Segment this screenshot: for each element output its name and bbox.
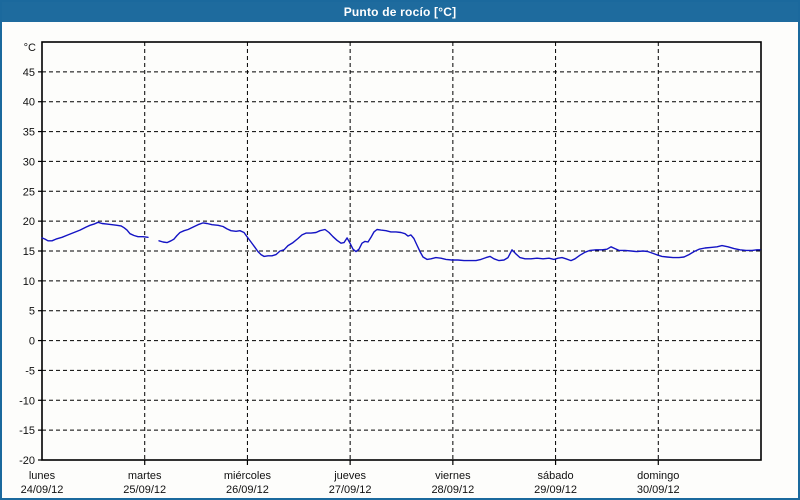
dewpoint-line-chart: 45 40 35 30 25 20 15 10 5 0 -5 -10 -15 -20 °C lunes 24/0… xyxy=(19,41,762,496)
x-day-date-label: 25/09/12 xyxy=(123,484,166,496)
chart-area: 45 40 35 30 25 20 15 10 5 0 -5 -10 -15 -20 °C lunes 24/0… xyxy=(2,22,798,498)
x-day-name-label: domingo xyxy=(637,470,679,482)
y-tick-label: -20 xyxy=(19,455,35,467)
x-day-date-label: 26/09/12 xyxy=(226,484,269,496)
y-tick-label: 25 xyxy=(23,186,35,198)
chart-title: Punto de rocío [°C] xyxy=(343,5,457,19)
x-day-name-label: miércoles xyxy=(224,470,272,482)
x-day-date-label: 28/09/12 xyxy=(431,484,474,496)
x-day-name-label: lunes xyxy=(29,470,56,482)
y-tick-label: 10 xyxy=(23,276,35,288)
y-tick-label: 30 xyxy=(23,156,35,168)
y-tick-label: 45 xyxy=(23,67,35,79)
x-day-name-label: martes xyxy=(128,470,162,482)
y-axis-unit-label: °C xyxy=(24,42,36,54)
x-day-name-label: jueves xyxy=(333,470,366,482)
y-tick-label: -10 xyxy=(19,395,35,407)
y-tick-label: 40 xyxy=(23,97,35,109)
y-tick-label: 15 xyxy=(23,246,35,258)
y-tick-label: 0 xyxy=(29,336,35,348)
x-day-name-label: viernes xyxy=(435,470,471,482)
dewpoint-series-line xyxy=(41,221,149,242)
title-bar: Punto de rocío [°C] xyxy=(2,2,798,22)
y-tick-label: 35 xyxy=(23,127,35,139)
y-tick-label: -15 xyxy=(19,425,35,437)
y-tick-label: -5 xyxy=(25,365,35,377)
x-day-date-label: 24/09/12 xyxy=(21,484,64,496)
x-day-date-label: 30/09/12 xyxy=(637,484,680,496)
y-tick-label: 20 xyxy=(23,216,35,228)
x-day-date-label: 27/09/12 xyxy=(329,484,372,496)
x-day-date-label: 29/09/12 xyxy=(534,484,577,496)
dewpoint-series-line xyxy=(158,222,761,262)
x-day-name-label: sábado xyxy=(538,470,574,482)
y-tick-label: 5 xyxy=(29,306,35,318)
